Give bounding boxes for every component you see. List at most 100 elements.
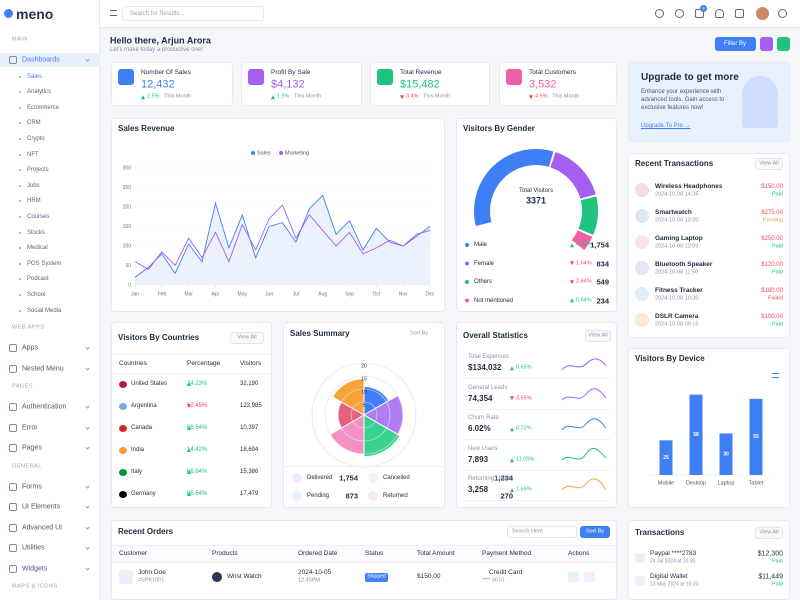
submenu-item[interactable]: Jobs [27,182,40,189]
submenu-item[interactable]: CRM [27,120,41,127]
icon-button[interactable] [760,37,773,51]
button[interactable] [585,330,611,342]
header-icon[interactable] [655,9,664,18]
icon-button[interactable] [777,37,790,51]
menu-item[interactable]: Authentication [22,403,67,411]
header-icon[interactable] [735,9,744,18]
button[interactable] [755,527,783,539]
grid-ring [350,401,378,429]
upgrade-link[interactable]: Upgrade To Pro → [641,123,691,129]
stat-period: This Month [423,93,451,100]
action-button[interactable] [584,572,595,582]
submenu-item[interactable]: Courses [27,213,50,220]
menu-item[interactable]: Utilities [22,544,45,552]
tx-status: Pending [762,217,783,224]
product-icon [212,572,222,582]
header-icon[interactable] [715,9,724,18]
submenu-item[interactable]: Analytics [27,89,52,96]
status-value: 873 [345,491,358,501]
menu-item[interactable]: Widgets [22,565,48,573]
button[interactable] [230,332,264,344]
submenu-item[interactable]: Ecommerce [27,104,60,111]
bar-label: 55 [753,434,759,440]
column-header: Countries [119,359,147,367]
submenu-dot [19,262,21,265]
menu-item[interactable]: Advanced UI [22,524,63,532]
bar-label: 25 [663,455,669,461]
y-tick-label: 0 [128,282,131,288]
upgrade-text: Enhance your experience with advanced to… [641,89,725,111]
r-tick-label: 10 [361,389,367,395]
tx-date: 2024-10-08 09:15 [655,321,699,328]
legend-dot [279,151,283,155]
menu-toggle[interactable] [110,10,117,16]
tx-status: Paid [771,191,783,198]
avatar[interactable] [756,7,769,20]
bar [659,440,673,475]
menu-item[interactable]: Pages [22,444,42,452]
status-value: 1,754 [339,473,358,483]
stat-value: 12,432 [141,78,175,91]
change: 0.64% [570,297,592,304]
action-button[interactable] [568,572,579,582]
search-input[interactable] [507,526,577,538]
submenu-item[interactable]: Podcast [27,276,49,283]
menu-item[interactable]: Forms [22,483,42,491]
table-head [112,354,271,374]
menu-item[interactable]: UI Elements [22,503,61,511]
submenu-dot [19,137,21,140]
submenu-item[interactable]: HRM [27,198,41,205]
y-tick-label: 100 [123,243,132,249]
change: 1.64% [570,260,592,267]
sort-label: Sort By [410,330,429,337]
column-header: Total Amount [417,549,455,557]
order-status: Shipped [367,573,386,580]
tx-amount: $100.00 [761,314,783,320]
search-box[interactable] [122,6,264,21]
tx-date: 2024-10-08 14:35 [655,191,699,198]
menu-icon [9,444,17,453]
legend-dot [251,151,255,155]
submenu-item[interactable]: Sales [27,73,43,80]
stat-label: Number Of Sales [141,68,191,76]
stat-label: Profit By Sale [271,68,311,76]
submenu-item[interactable]: Stocks [27,229,46,236]
menu-item[interactable]: Dashboards [22,56,60,64]
menu-item[interactable]: Error [22,424,38,432]
submenu-item[interactable]: Projects [27,167,49,174]
section-label: MAIN [12,36,28,43]
filter-button[interactable] [715,37,756,51]
sparkline [561,447,607,461]
change: 2.64% [570,279,592,285]
stat-icon [506,69,522,85]
sort-button[interactable] [580,526,610,538]
tx-amount: $180.00 [761,288,783,294]
tx-name: Fitness Tracker [655,286,703,294]
menu-item[interactable]: Apps [22,344,38,352]
r-tick-label: 5 [363,402,366,408]
submenu-item[interactable]: POS System [27,260,62,267]
submenu-item[interactable]: School [27,291,46,298]
header-icon[interactable] [695,9,704,18]
button[interactable] [755,158,783,170]
customer-avatar [119,570,133,584]
settings-icon[interactable] [778,9,787,18]
menu-item[interactable]: Nested Menu [22,365,64,373]
submenu-item[interactable]: NFT [27,151,39,158]
submenu-item[interactable]: Social Media [27,307,62,314]
country-name: Argentina [131,403,157,409]
change: 11.05% [510,457,534,463]
stat-row [463,443,610,471]
header-icon[interactable] [675,9,684,18]
grid-ring [337,388,391,442]
sidebar [0,0,100,600]
legend-label: Male [474,242,488,248]
submenu-item[interactable]: Medical [27,245,48,252]
stat-row [463,382,610,410]
submenu-item[interactable]: Crypto [27,135,45,142]
r-tick-label: 15 [361,376,367,382]
bar [719,433,733,475]
section-label: MAPS & ICONS [12,583,58,590]
tx-status: Paid [771,243,783,250]
